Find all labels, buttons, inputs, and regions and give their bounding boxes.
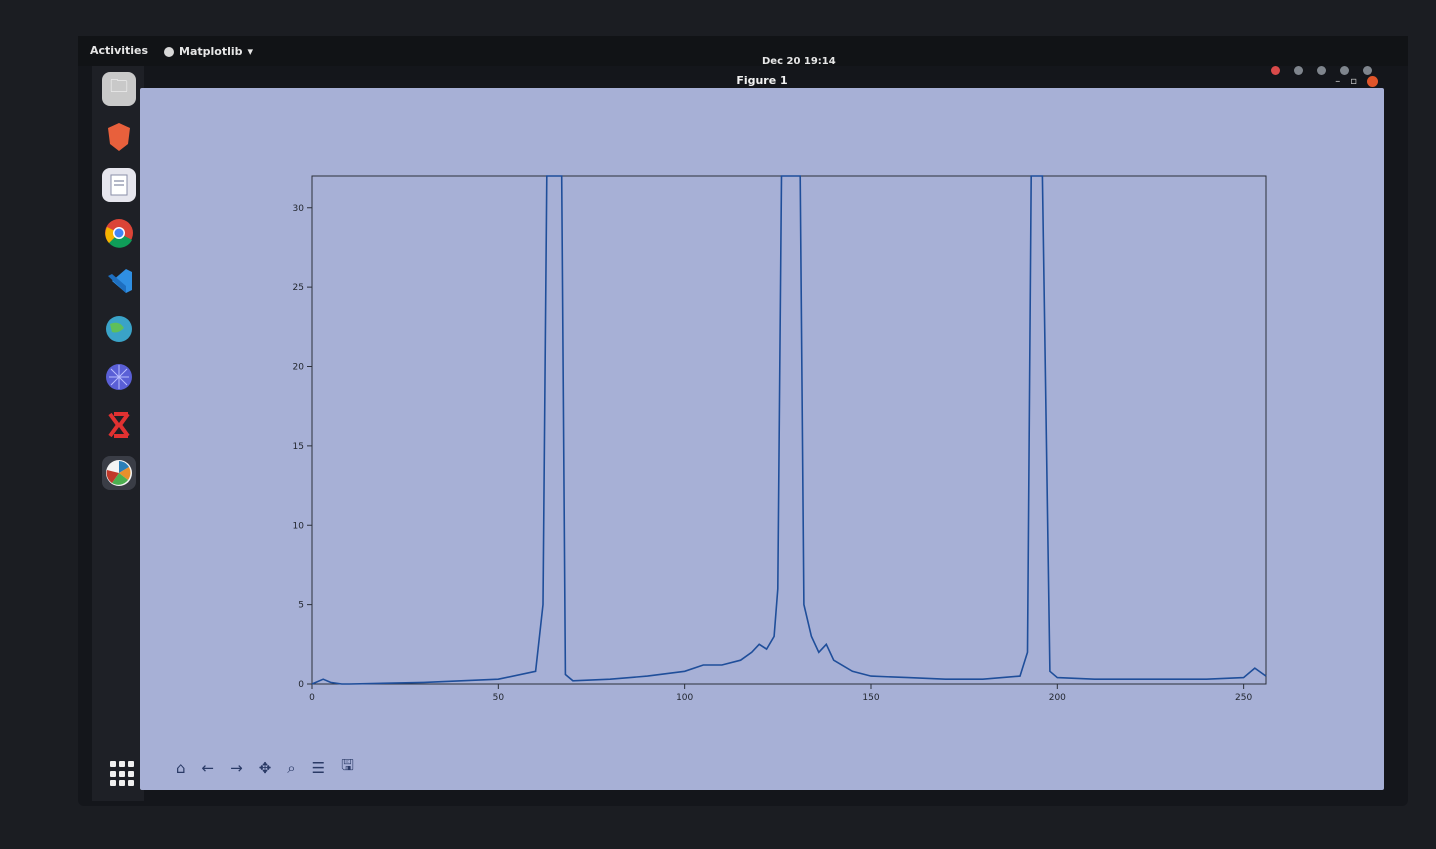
y-tick-label: 5 (298, 601, 304, 611)
laptop-screen: Activities Matplotlib ▾ Dec 20 19:14 🗀 F… (78, 36, 1408, 806)
app-menu-label: Matplotlib (179, 45, 243, 58)
y-tick-label: 0 (298, 680, 304, 690)
y-tick-label: 15 (293, 442, 304, 452)
figure-window: Figure 1 – ▫ 0 50 100 150 200 250 0 5 10 15 20 25 30… (140, 74, 1384, 790)
minimize-icon[interactable]: – (1335, 76, 1341, 87)
files-icon[interactable]: 🗀 (102, 72, 136, 106)
close-icon[interactable] (1367, 76, 1378, 87)
series-line (311, 175, 1267, 685)
y-tick-label: 25 (293, 283, 304, 293)
accessibility-icon[interactable] (1317, 66, 1326, 75)
plot-canvas[interactable]: 0 50 100 150 200 250 0 5 10 15 20 25 30 (140, 92, 1384, 752)
y-tick-label: 20 (293, 363, 305, 373)
record-icon[interactable] (1271, 66, 1280, 75)
home-icon[interactable]: ⌂ (176, 758, 186, 777)
vscode-icon[interactable] (102, 264, 136, 298)
app-icon (164, 46, 174, 57)
brave-icon[interactable] (102, 120, 136, 154)
power-icon[interactable] (1363, 66, 1372, 75)
show-apps-icon[interactable] (110, 761, 136, 787)
volume-icon[interactable] (1340, 66, 1349, 75)
x-tick-label: 0 (309, 693, 315, 703)
browser-globe-icon[interactable] (102, 312, 136, 346)
navigation-toolbar: ⌂ ← → ✥ ⌕ ☰ 🖫 (176, 755, 354, 780)
window-title: Figure 1 (736, 74, 788, 87)
save-icon[interactable]: 🖫 (341, 756, 354, 774)
x-tick-label: 150 (862, 693, 879, 703)
top-bar: Activities Matplotlib ▾ Dec 20 19:14 (78, 36, 1408, 75)
pan-icon[interactable]: ✥ (258, 758, 272, 777)
plot-frame (311, 175, 1267, 685)
app-menu[interactable]: Matplotlib ▾ (164, 45, 253, 58)
matplotlib-icon[interactable] (102, 456, 136, 490)
x-tick-label: 200 (1049, 693, 1066, 703)
chrome-icon[interactable] (102, 216, 136, 250)
y-tick-label: 30 (293, 204, 305, 214)
activities-button[interactable]: Activities (90, 44, 149, 57)
configure-icon[interactable]: ☰ (311, 758, 326, 777)
x-tick-label: 250 (1235, 693, 1252, 703)
window-controls: – ▫ (1335, 76, 1378, 87)
xilinx-icon[interactable] (102, 408, 136, 442)
network-status-icon[interactable] (1294, 66, 1303, 75)
chevron-down-icon: ▾ (247, 45, 254, 58)
system-tray[interactable] (1271, 66, 1372, 75)
clock[interactable]: Dec 20 19:14 (762, 56, 836, 67)
text-editor-icon[interactable] (102, 168, 136, 202)
forward-icon[interactable]: → (230, 758, 243, 777)
back-icon[interactable]: ← (201, 758, 215, 777)
dock: 🗀 (92, 66, 144, 801)
zoom-icon[interactable]: ⌕ (287, 758, 296, 777)
maximize-icon[interactable]: ▫ (1350, 76, 1357, 87)
y-tick-label: 10 (293, 521, 305, 531)
x-tick-label: 50 (493, 693, 505, 703)
network-icon[interactable] (102, 360, 136, 394)
x-tick-label: 100 (676, 693, 693, 703)
